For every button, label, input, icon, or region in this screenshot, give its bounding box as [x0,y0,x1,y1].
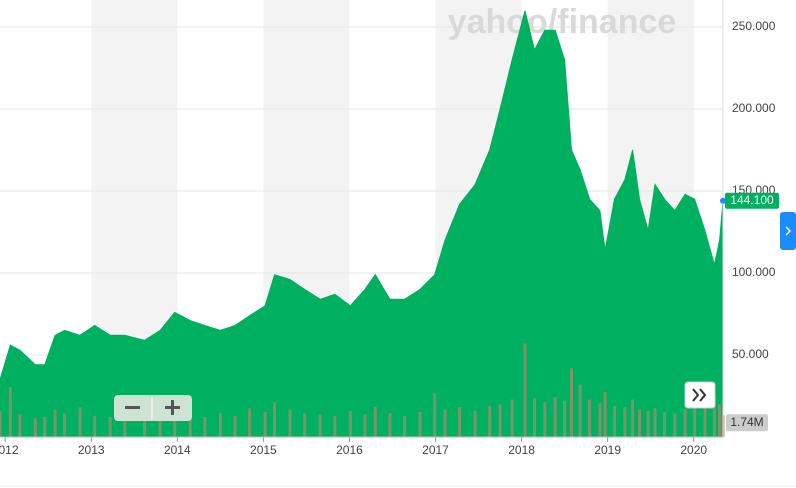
volume-bar [233,415,237,437]
x-tick-label: 2019 [594,443,621,457]
last-price-label: 144.100 [730,193,774,207]
last-volume-label: 1.74M [730,415,763,429]
x-tick-label: 2016 [336,443,363,457]
volume-bar [631,399,635,437]
volume-bar [373,407,377,437]
volume-bar [333,415,337,437]
side-tab-icon [785,226,792,236]
volume-bar [203,417,207,437]
volume-bar [458,407,462,437]
y-tick-label: 250.000 [732,19,776,33]
volume-bar [443,409,447,437]
volume-bar [403,415,407,437]
volume-bar [646,410,650,437]
volume-bar [638,409,642,437]
volume-bar [498,404,502,437]
side-tab[interactable] [780,212,796,250]
volume-bar [123,412,127,437]
volume-bar [570,368,574,437]
volume-bar [662,412,666,437]
volume-bar [388,413,392,437]
volume-bar [33,418,37,437]
volume-bar [248,408,252,437]
last-price-box [725,192,779,209]
volume-bar [158,414,162,437]
volume-bar [78,407,82,437]
volume-bar [488,405,492,437]
volume-bar [563,400,567,437]
volume-bar [173,410,177,437]
volume-bar [598,403,602,437]
volume-bar [578,384,582,437]
x-tick-label: 2018 [508,443,535,457]
volume-bar [348,410,352,437]
volume-bar [18,414,22,437]
volume-bar [613,405,617,437]
x-tick-label: 2017 [422,443,449,457]
last-volume-box [726,414,768,432]
x-tick-label: 2015 [250,443,277,457]
volume-bar [0,410,2,437]
volume-bar [693,407,697,437]
x-tick-label: 2020 [680,443,707,457]
volume-bar [418,412,422,437]
x-tick-label: 2014 [164,443,191,457]
volume-bar [53,409,57,437]
volume-bar [43,417,47,437]
volume-bar [473,410,477,437]
volume-bar [143,418,147,437]
volume-bar [303,413,307,437]
volume-bar [653,408,657,437]
side-tab-box[interactable] [780,212,796,250]
zoom-in-bar [171,400,174,415]
zoom-out[interactable] [125,406,140,409]
y-tick-label: 50.000 [732,347,769,361]
area-fill [0,10,723,437]
x-tick-label: 2012 [0,443,19,457]
volume-bar [523,343,527,437]
scroll-icon [692,388,707,402]
volume-bar [273,402,277,437]
volume-bar [93,415,97,437]
volume-bar [288,409,292,437]
volume-bar [188,415,192,437]
volume-bar [712,394,716,437]
volume-bar [510,399,514,437]
price-line [0,10,724,380]
volume-bar [433,393,437,437]
scroll-button[interactable] [684,381,716,409]
volume-bar [588,399,592,437]
volume-bar [718,404,722,437]
volume-bar [683,409,687,437]
volume-bar [363,414,367,437]
volume-bar [218,413,222,437]
volume-bar [623,407,627,437]
x-tick-label: 2013 [78,443,105,457]
volume-bar [263,412,267,437]
y-tick-label: 100.000 [732,265,776,279]
plot [0,10,725,437]
volume-bar [318,414,322,437]
volume-bar [703,402,707,437]
watermark: yahoo/finance [448,3,677,41]
volume-bar [543,402,547,437]
volume-bar [603,392,607,437]
volume-bar [108,417,112,437]
volume-bar [673,413,677,437]
y-tick-label: 200.000 [732,101,776,115]
zoom-controls[interactable] [114,395,192,421]
volume-bar [8,387,12,437]
volume-bar [63,413,67,437]
last-dot [720,197,726,204]
volume-bar [533,398,537,437]
scroll-box[interactable] [684,381,716,409]
volume-bar [553,397,557,437]
